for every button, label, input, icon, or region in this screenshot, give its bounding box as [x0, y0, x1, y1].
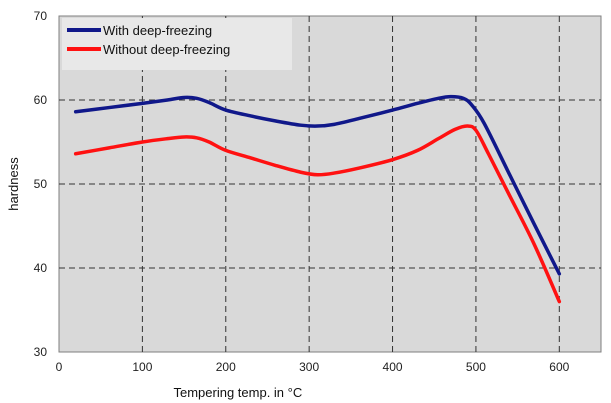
x-axis-label: Tempering temp. in °C	[173, 385, 302, 400]
x-tick-label: 400	[383, 360, 403, 374]
series-line-1	[73, 94, 562, 276]
x-tick-label: 100	[132, 360, 152, 374]
y-tick-label: 50	[34, 177, 48, 191]
x-tick-label: 500	[466, 360, 486, 374]
y-tick-label: 60	[34, 93, 48, 107]
legend-label-2: Without deep-freezing	[103, 42, 230, 57]
x-tick-label: 0	[56, 360, 63, 374]
grid	[59, 16, 601, 352]
y-tick-label: 30	[34, 345, 48, 359]
x-tick-label: 600	[549, 360, 569, 374]
y-tick-label: 70	[34, 9, 48, 23]
x-tick-label: 300	[299, 360, 319, 374]
y-axis-label: hardness	[6, 157, 21, 211]
y-axis: 30 40 50 60 70	[34, 9, 48, 359]
x-axis: 0 100 200 300 400 500 600	[56, 360, 570, 374]
legend-box	[62, 18, 292, 70]
legend: With deep-freezing Without deep-freezing	[62, 18, 292, 70]
x-tick-label: 200	[216, 360, 236, 374]
series-layer	[73, 94, 562, 304]
legend-label-1: With deep-freezing	[103, 23, 212, 38]
series-line-2	[73, 124, 562, 304]
y-tick-label: 40	[34, 261, 48, 275]
